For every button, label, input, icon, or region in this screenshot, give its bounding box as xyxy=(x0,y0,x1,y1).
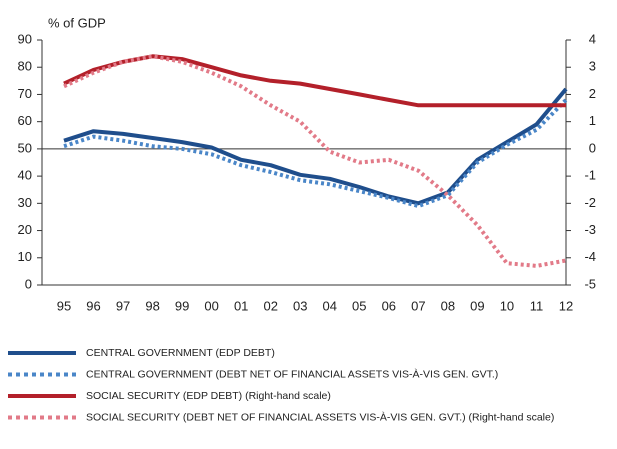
x-tick-label: 95 xyxy=(57,298,71,313)
x-tick-label: 11 xyxy=(530,298,544,313)
x-tick-label: 07 xyxy=(411,298,425,313)
x-tick-label: 98 xyxy=(145,298,159,313)
x-tick-label: 08 xyxy=(441,298,455,313)
legend-label: CENTRAL GOVERNMENT (EDP DEBT) xyxy=(86,347,275,359)
y2-tick-label: 2 xyxy=(589,86,596,101)
series-line xyxy=(63,54,566,108)
x-tick-label: 12 xyxy=(559,298,573,313)
y-tick-label: 10 xyxy=(18,249,32,264)
y-tick-label: 90 xyxy=(18,31,32,46)
y-tick-label: 60 xyxy=(18,113,32,128)
legend-label: CENTRAL GOVERNMENT (DEBT NET OF FINANCIA… xyxy=(86,367,498,380)
y-tick-label: 80 xyxy=(18,59,32,74)
y-axis-label: % of GDP xyxy=(48,15,106,30)
x-tick-label: 03 xyxy=(293,298,307,313)
y-tick-label: 40 xyxy=(18,168,32,183)
x-tick-label: 00 xyxy=(204,298,218,313)
y-tick-label: 70 xyxy=(18,86,32,101)
y-tick-label: 50 xyxy=(18,140,32,155)
x-tick-label: 10 xyxy=(500,298,514,313)
x-tick-label: 01 xyxy=(234,298,248,313)
y-tick-label: 30 xyxy=(18,195,32,210)
x-tick-label: 02 xyxy=(263,298,277,313)
y2-tick-label: 0 xyxy=(589,140,596,155)
y2-tick-label: -5 xyxy=(584,276,596,291)
x-tick-label: 99 xyxy=(175,298,189,313)
y2-tick-label: -1 xyxy=(584,168,596,183)
y2-tick-label: -4 xyxy=(584,249,596,264)
y2-tick-label: -2 xyxy=(584,195,596,210)
x-tick-label: 05 xyxy=(352,298,366,313)
y2-tick-label: 3 xyxy=(589,59,596,74)
legend-label: SOCIAL SECURITY (EDP DEBT) (Right-hand s… xyxy=(86,390,331,402)
y2-tick-label: -3 xyxy=(584,222,596,237)
x-tick-label: 97 xyxy=(116,298,130,313)
legend-label: SOCIAL SECURITY (DEBT NET OF FINANCIAL A… xyxy=(86,410,554,423)
y2-tick-label: 4 xyxy=(589,31,596,46)
y-tick-label: 20 xyxy=(18,222,32,237)
series-line xyxy=(63,54,567,268)
y2-tick-label: 1 xyxy=(589,113,596,128)
x-tick-label: 96 xyxy=(86,298,100,313)
x-tick-label: 09 xyxy=(470,298,484,313)
x-tick-label: 06 xyxy=(382,298,396,313)
x-tick-label: 04 xyxy=(323,298,337,313)
series-line xyxy=(63,98,568,209)
y-tick-label: 0 xyxy=(25,276,32,291)
series-line xyxy=(63,87,568,206)
